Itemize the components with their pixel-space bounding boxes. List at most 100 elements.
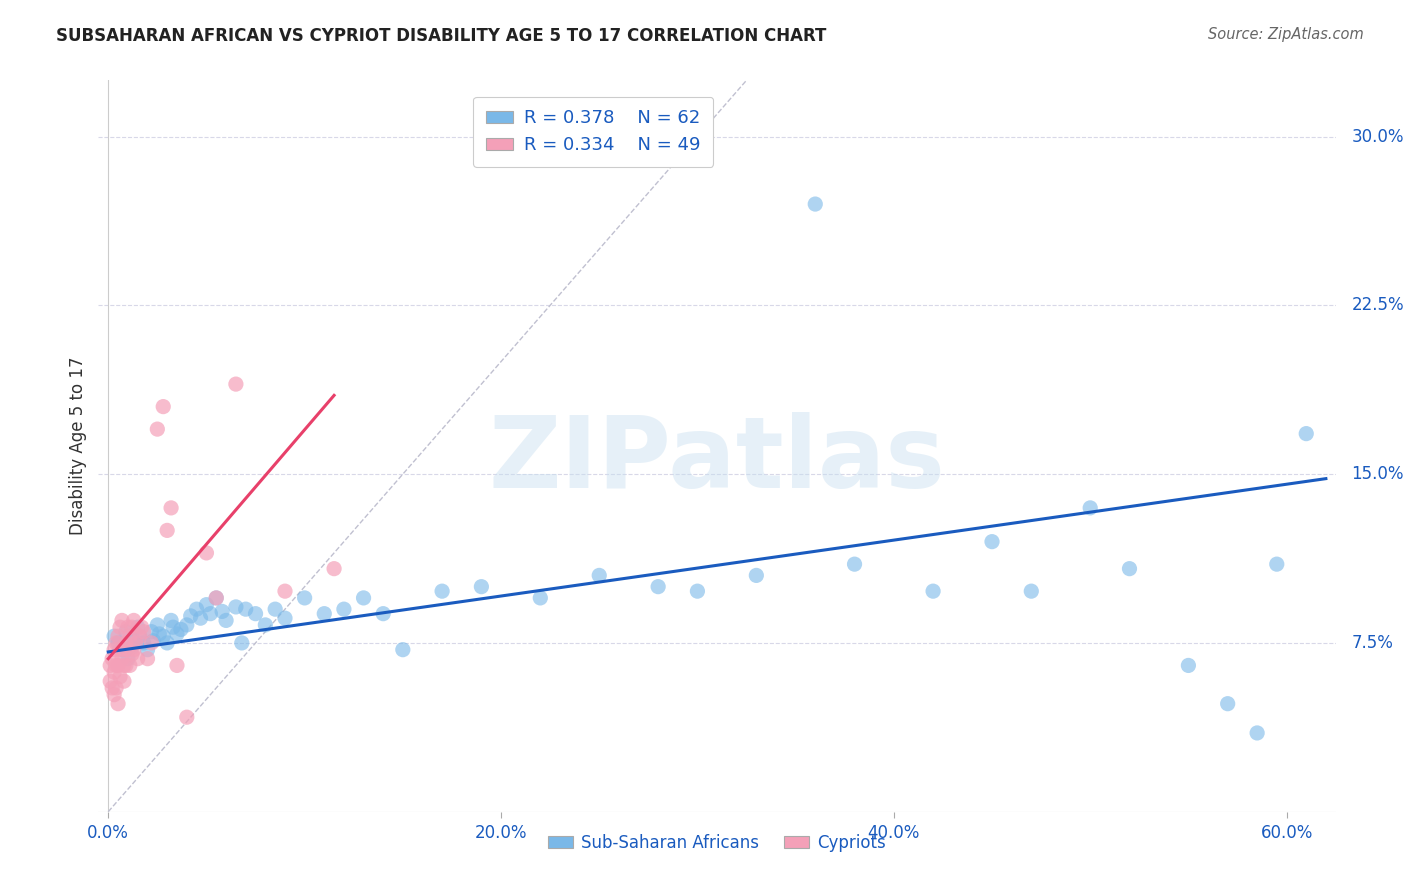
Point (180, 608, 202, 623)
Point (141, 624, 163, 639)
Text: Source: ZipAtlas.com: Source: ZipAtlas.com (1208, 27, 1364, 42)
Point (101, 681, 124, 695)
Point (1216, 697, 1239, 711)
Point (323, 562, 346, 576)
Point (111, 651, 134, 665)
Point (225, 599, 247, 614)
Point (115, 636, 138, 650)
Point (128, 629, 150, 643)
Point (118, 629, 141, 643)
Point (115, 624, 138, 639)
Point (245, 607, 267, 621)
Text: 7.5%: 7.5% (1351, 634, 1393, 652)
Point (152, 629, 174, 643)
Point (101, 651, 124, 665)
Point (195, 598, 218, 612)
Point (205, 591, 228, 605)
Y-axis label: Disability Age 5 to 17: Disability Age 5 to 17 (69, 357, 87, 535)
Point (115, 658, 138, 673)
Point (117, 651, 139, 665)
Point (392, 642, 415, 657)
Point (125, 636, 148, 650)
Point (186, 602, 208, 616)
Point (117, 620, 139, 634)
Point (160, 614, 183, 628)
Point (162, 620, 184, 634)
Point (112, 658, 135, 673)
Point (122, 614, 145, 628)
Point (105, 658, 128, 673)
Point (588, 568, 610, 582)
Point (170, 623, 193, 637)
Point (844, 557, 866, 571)
Point (333, 602, 356, 616)
Point (103, 665, 125, 680)
Point (1118, 562, 1140, 576)
Point (745, 568, 768, 582)
Point (314, 607, 336, 621)
Point (105, 681, 128, 695)
Point (142, 633, 165, 648)
Point (148, 627, 170, 641)
Point (121, 640, 143, 655)
Point (136, 651, 159, 665)
Point (430, 584, 453, 599)
Text: 30.0%: 30.0% (1351, 128, 1405, 145)
Point (215, 614, 238, 628)
Point (166, 658, 188, 673)
Point (200, 607, 222, 621)
Point (529, 591, 551, 605)
Point (131, 620, 153, 634)
Point (117, 642, 139, 657)
Point (156, 524, 179, 538)
Text: 22.5%: 22.5% (1351, 296, 1405, 314)
Point (225, 377, 247, 392)
Point (121, 620, 143, 634)
Text: 15.0%: 15.0% (1351, 465, 1405, 483)
Point (231, 636, 253, 650)
Point (146, 618, 169, 632)
Point (152, 400, 174, 414)
Point (190, 611, 212, 625)
Point (108, 642, 131, 657)
Point (205, 591, 228, 605)
Point (103, 629, 125, 643)
Point (127, 620, 149, 634)
Point (118, 658, 141, 673)
Text: SUBSAHARAN AFRICAN VS CYPRIOT DISABILITY AGE 5 TO 17 CORRELATION CHART: SUBSAHARAN AFRICAN VS CYPRIOT DISABILITY… (56, 27, 827, 45)
Point (121, 647, 143, 661)
Point (1177, 658, 1199, 673)
Point (981, 534, 1004, 549)
Point (353, 591, 375, 605)
Point (1019, 584, 1042, 599)
Point (127, 651, 149, 665)
Point (98, 658, 121, 673)
Point (264, 602, 287, 616)
Point (156, 636, 179, 650)
Point (141, 636, 163, 650)
Point (107, 697, 129, 711)
Point (107, 636, 129, 650)
Point (132, 624, 155, 639)
Point (294, 591, 316, 605)
Point (470, 580, 492, 594)
Point (373, 607, 395, 621)
Point (176, 710, 198, 724)
Point (108, 670, 131, 684)
Point (176, 618, 198, 632)
Point (103, 688, 125, 702)
Point (122, 633, 145, 648)
Legend: Sub-Saharan Africans, Cypriots: Sub-Saharan Africans, Cypriots (541, 827, 893, 858)
Point (108, 620, 131, 634)
Point (274, 611, 297, 625)
Point (254, 618, 277, 632)
Point (166, 627, 188, 641)
Point (647, 580, 669, 594)
Point (146, 422, 169, 436)
Point (98, 674, 121, 689)
Point (103, 642, 125, 657)
Point (1078, 500, 1101, 515)
Point (105, 636, 128, 650)
Point (160, 500, 183, 515)
Point (122, 642, 145, 657)
